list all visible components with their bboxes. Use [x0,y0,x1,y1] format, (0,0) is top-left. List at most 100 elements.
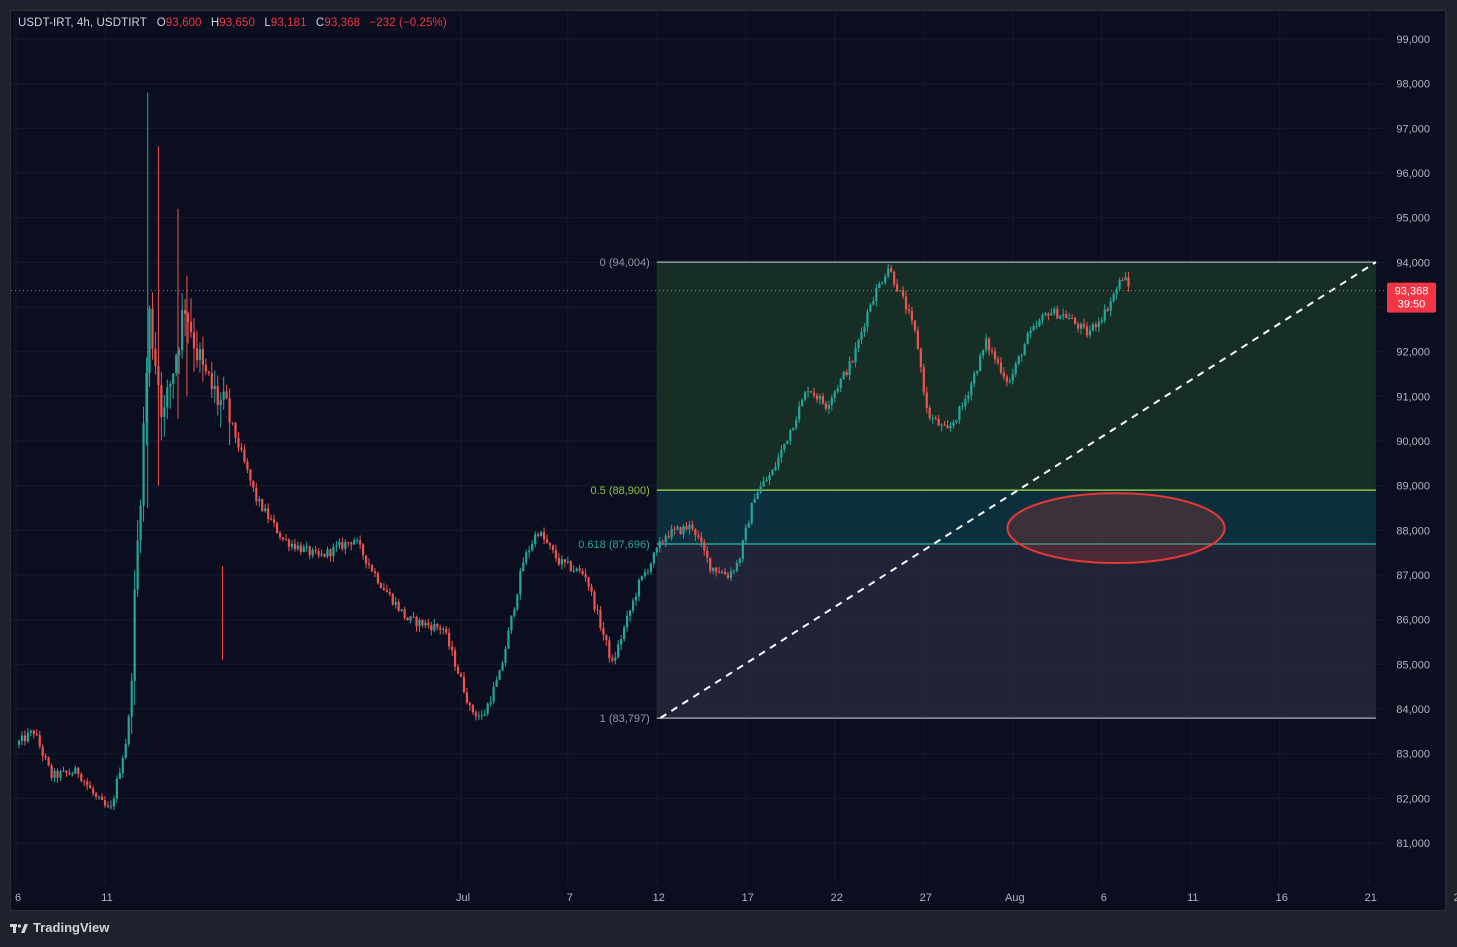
candle-body[interactable] [373,571,377,574]
candle-body[interactable] [605,634,608,641]
candle-body[interactable] [210,373,213,390]
candle-body[interactable] [670,529,673,538]
candle-body[interactable] [65,770,68,773]
candle-body[interactable] [557,558,560,565]
candle-body[interactable] [1050,313,1053,316]
candle-body[interactable] [691,524,694,529]
candle-body[interactable] [516,594,519,610]
candle-body[interactable] [1068,318,1071,320]
candle-body[interactable] [53,770,56,778]
candle-body[interactable] [519,571,522,595]
candle-body[interactable] [222,391,225,401]
candle-body[interactable] [626,615,629,628]
candle-body[interactable] [240,447,243,450]
candle-body[interactable] [750,502,753,524]
candle-body[interactable] [723,571,727,575]
candle-body[interactable] [928,407,931,419]
candle-body[interactable] [320,553,323,556]
candle-body[interactable] [406,617,409,621]
candle-body[interactable] [109,806,113,808]
candle-body[interactable] [1079,324,1083,329]
candle-body[interactable] [827,404,830,409]
candle-body[interactable] [513,609,516,616]
candle-body[interactable] [961,406,964,408]
candle-body[interactable] [367,563,371,565]
candle-body[interactable] [925,392,928,408]
candle-body[interactable] [1044,313,1047,316]
candle-body[interactable] [56,770,59,778]
candle-body[interactable] [1047,313,1050,316]
candle-body[interactable] [1032,326,1035,331]
candle-body[interactable] [201,349,204,365]
candle-body[interactable] [489,701,492,704]
candle-body[interactable] [884,276,887,283]
candle-body[interactable] [59,771,62,778]
candle-body[interactable] [916,330,919,349]
candle-body[interactable] [777,457,780,467]
candle-body[interactable] [228,398,231,423]
candle-body[interactable] [364,555,368,564]
candle-body[interactable] [391,593,394,605]
candle-body[interactable] [907,309,911,312]
candle-body[interactable] [504,648,507,664]
candle-body[interactable] [1085,326,1089,336]
candle-body[interactable] [376,573,380,584]
candle-body[interactable] [990,350,994,352]
candle-body[interactable] [160,385,163,417]
candle-body[interactable] [863,326,866,333]
candle-body[interactable] [854,348,857,363]
candle-body[interactable] [1011,373,1014,381]
candle-body[interactable] [74,767,77,774]
candle-body[interactable] [344,542,347,549]
candle-body[interactable] [385,590,388,593]
candle-body[interactable] [943,424,946,426]
candle-body[interactable] [881,282,884,284]
candle-body[interactable] [29,730,32,733]
candle-body[interactable] [581,570,584,575]
candle-body[interactable] [815,395,819,400]
candle-body[interactable] [71,773,74,775]
candle-body[interactable] [1023,344,1026,356]
dashed-trendline[interactable] [659,261,1377,719]
candle-body[interactable] [338,542,341,546]
candle-body[interactable] [189,321,193,333]
candle-body[interactable] [979,355,982,372]
candle-body[interactable] [1076,323,1080,329]
candle-body[interactable] [768,475,771,481]
candle-body[interactable] [1020,355,1023,357]
candle-body[interactable] [970,383,973,396]
candle-body[interactable] [445,628,448,633]
candle-body[interactable] [554,550,558,559]
candle-body[interactable] [1041,315,1044,321]
candle-body[interactable] [851,361,854,363]
candle-body[interactable] [246,461,249,470]
candle-body[interactable] [219,400,222,406]
candle-body[interactable] [795,419,798,428]
candle-body[interactable] [700,537,703,542]
candle-body[interactable] [807,391,810,393]
candle-body[interactable] [314,549,317,552]
candle-body[interactable] [542,532,546,540]
candle-body[interactable] [1094,324,1097,328]
candle-body[interactable] [623,627,626,640]
candle-body[interactable] [545,539,549,543]
candle-body[interactable] [278,533,282,538]
candle-body[interactable] [1017,356,1020,364]
candle-body[interactable] [166,387,169,408]
candle-body[interactable] [451,646,454,651]
candle-body[interactable] [596,609,599,611]
candle-body[interactable] [270,518,273,520]
candle-body[interactable] [474,712,477,717]
candle-body[interactable] [121,758,124,773]
candle-body[interactable] [735,562,738,571]
candle-body[interactable] [531,543,534,551]
candle-body[interactable] [640,576,644,580]
candle-body[interactable] [1071,318,1074,320]
candle-body[interactable] [287,539,291,547]
candle-body[interactable] [602,627,605,635]
candle-body[interactable] [958,406,961,421]
candle-body[interactable] [537,534,540,536]
candle-body[interactable] [655,547,658,553]
candle-body[interactable] [792,427,795,431]
candle-body[interactable] [967,395,970,400]
